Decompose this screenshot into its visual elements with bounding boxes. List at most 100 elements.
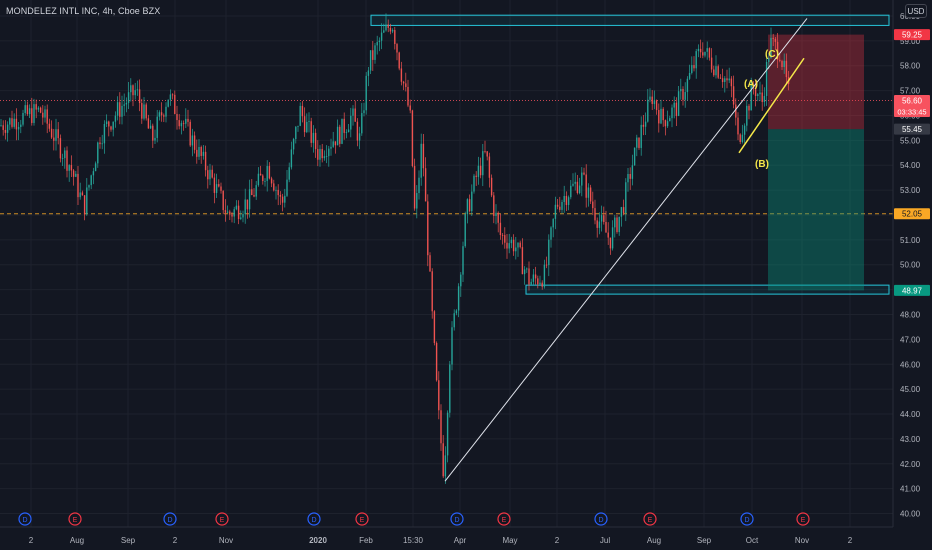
candle-body <box>303 116 306 133</box>
candle-body <box>600 215 603 222</box>
candle-body <box>660 108 662 124</box>
candle-body <box>345 132 348 133</box>
time-tick-label: 15:30 <box>403 536 424 545</box>
candle-body <box>350 115 352 130</box>
candle-body <box>11 118 13 127</box>
candle-body <box>761 92 763 102</box>
candle-body <box>149 125 152 129</box>
candle-body <box>72 170 75 177</box>
candle-body <box>178 120 180 127</box>
dividend-marker <box>594 512 608 526</box>
candle-body <box>270 178 273 184</box>
currency-badge[interactable]: USD <box>905 4 927 18</box>
time-tick-label: Sep <box>697 536 712 545</box>
candle-body <box>713 69 715 76</box>
candle-body <box>462 246 464 275</box>
price-marker <box>894 29 930 41</box>
candle-body <box>180 123 183 127</box>
earnings-marker <box>215 512 229 526</box>
candle-body <box>715 66 717 76</box>
candle-body <box>341 118 343 144</box>
candle-body <box>0 125 2 127</box>
candle-body <box>64 150 66 159</box>
candle-body <box>770 37 772 58</box>
candle-body <box>28 108 31 115</box>
candle-body <box>554 204 557 219</box>
candles <box>0 13 790 484</box>
candle-body <box>281 196 284 203</box>
candle-body <box>193 135 196 150</box>
candle-body <box>680 88 682 92</box>
price-tick-label: 46.00 <box>900 360 921 369</box>
candle-body <box>352 108 354 116</box>
candle-body <box>440 410 442 444</box>
candle-body <box>638 137 640 148</box>
candle-body <box>528 268 530 285</box>
candle-body <box>231 214 233 217</box>
candle-body <box>466 199 469 215</box>
candle-body <box>774 38 777 42</box>
wave-channel-line <box>738 57 805 154</box>
earnings-marker <box>355 512 369 526</box>
candle-body <box>310 121 312 143</box>
candle-body <box>174 94 176 114</box>
candle-body <box>636 137 638 148</box>
candle-body <box>284 195 286 203</box>
candle-body <box>563 195 565 202</box>
candle-body <box>625 182 627 213</box>
price-tick-label: 53.00 <box>900 186 921 195</box>
candle-body <box>644 121 647 127</box>
candle-body <box>704 51 706 56</box>
candle-body <box>66 150 68 171</box>
price-tick-label: 48.00 <box>900 311 921 320</box>
stop-loss-zone <box>768 34 864 130</box>
candle-body <box>598 221 601 228</box>
candle-body <box>596 220 598 228</box>
candle-body <box>576 181 579 194</box>
candle-body <box>22 112 24 125</box>
candle-body <box>649 96 651 100</box>
candle-body <box>266 166 268 181</box>
candle-body <box>182 123 185 124</box>
candle-body <box>457 286 460 311</box>
take-profit-zone <box>768 129 864 291</box>
candle-body <box>413 166 416 209</box>
candle-body <box>369 50 372 71</box>
candle-body <box>539 282 541 285</box>
candle-body <box>484 151 486 152</box>
candle-body <box>490 177 493 196</box>
candle-body <box>171 94 174 96</box>
candle-body <box>37 107 40 110</box>
time-tick-label: 2 <box>848 536 853 545</box>
price-tick-label: 54.00 <box>900 161 921 170</box>
candle-body <box>614 217 616 228</box>
candle-body <box>119 102 121 117</box>
candle-body <box>358 133 361 141</box>
event-letter: D <box>598 517 603 524</box>
candle-body <box>647 99 649 122</box>
event-letter: E <box>648 517 653 524</box>
dividend-marker <box>450 512 464 526</box>
time-tick-label: 2 <box>29 536 34 545</box>
candle-body <box>198 147 200 157</box>
candle-body <box>334 141 337 146</box>
candle-body <box>83 195 86 215</box>
candle-body <box>763 95 766 102</box>
candle-body <box>675 102 678 116</box>
candle-body <box>314 132 317 150</box>
candle-body <box>273 183 275 191</box>
candle-body <box>160 112 163 116</box>
event-letter: D <box>454 517 459 524</box>
candle-body <box>209 169 211 180</box>
candle-body <box>215 184 218 193</box>
candle-body <box>75 173 77 177</box>
candle-body <box>301 105 304 117</box>
candle-body <box>248 189 251 210</box>
candle-body <box>114 115 117 122</box>
candle-body <box>585 174 587 198</box>
candle-body <box>290 149 293 168</box>
candle-body <box>589 187 592 202</box>
candle-body <box>534 274 537 279</box>
price-tick-label: 47.00 <box>900 335 921 344</box>
